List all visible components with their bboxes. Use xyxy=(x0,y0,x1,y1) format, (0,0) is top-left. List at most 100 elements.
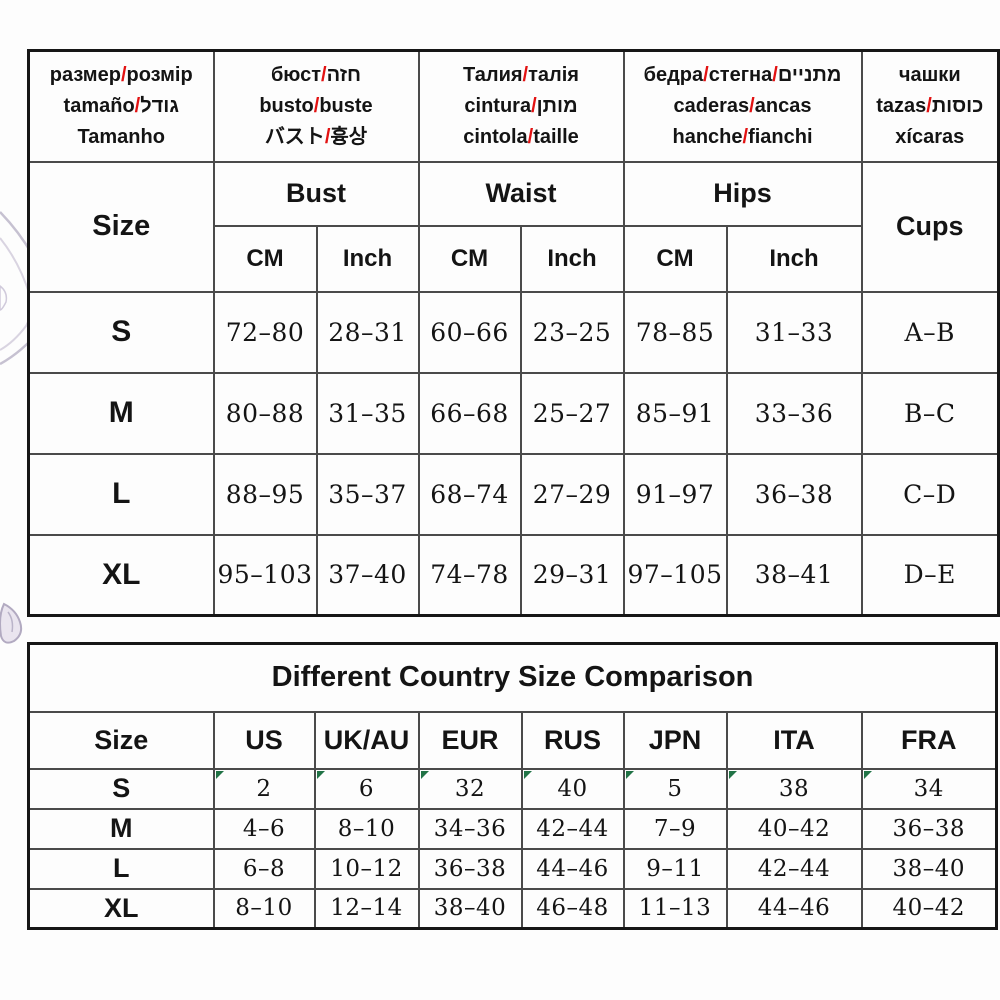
value-cell: 27–29 xyxy=(519,452,625,536)
cups-column-header: Cups xyxy=(860,160,1000,293)
red-slash: / xyxy=(527,125,534,148)
value-cell: 42–44 xyxy=(725,847,863,890)
value-cell: 4–6 xyxy=(212,807,316,850)
value-cell: 11–13 xyxy=(622,887,728,930)
country-table-body: S 2 6 32 40 5 38 34 M 4–6 8–10 34–36 42–44 7–9 40–42 36… xyxy=(27,767,998,930)
value-cell: 25–27 xyxy=(519,371,625,455)
value-cell: 38–40 xyxy=(860,847,998,890)
country-size-table: Different Country Size Comparison Size U… xyxy=(27,642,999,930)
lang-line: Tamanho xyxy=(77,125,165,148)
excel-corner-marker-icon xyxy=(625,770,634,779)
table-row: S 72–80 28–31 60–66 23–25 78–85 31–33 A–B xyxy=(27,290,1000,374)
value-cell: 38–41 xyxy=(725,533,863,617)
lang-line: xícaras xyxy=(895,125,965,148)
table-row: XL 8–10 12–14 38–40 46–48 11–13 44–46 40–42 xyxy=(27,887,998,930)
lang-line: tazas/כוסות xyxy=(876,94,984,117)
value-cell: A–B xyxy=(860,290,1000,374)
size-table-body: S 72–80 28–31 60–66 23–25 78–85 31–33 A–B M 80–88… xyxy=(27,290,1000,617)
size-cell: S xyxy=(27,290,215,374)
excel-corner-marker-icon xyxy=(863,770,872,779)
lang-line: cintola/taille xyxy=(463,125,579,148)
red-slash: / xyxy=(120,63,127,86)
country-table-header: Different Country Size Comparison Size U… xyxy=(27,642,998,770)
value-cell: 31–33 xyxy=(725,290,863,374)
lang-line: hanche/fianchi xyxy=(672,125,813,148)
value-cell: 9–11 xyxy=(622,847,728,890)
value-cell: 28–31 xyxy=(315,290,420,374)
lang-line: бюст/חזה xyxy=(270,63,362,86)
value-cell: 8–10 xyxy=(313,807,420,850)
country-header-jpn: JPN xyxy=(622,710,728,770)
value-cell: 5 xyxy=(622,767,728,810)
value-cell: 36–38 xyxy=(725,452,863,536)
value-cell: 68–74 xyxy=(417,452,522,536)
value-cell: 91–97 xyxy=(622,452,728,536)
size-cell: XL xyxy=(27,887,215,930)
bust-inch-header: Inch xyxy=(315,224,420,293)
lang-header-waist: Талия/талія cintura/מותן cintola/taille xyxy=(417,49,625,163)
value-cell: 60–66 xyxy=(417,290,522,374)
unit-header-row: CM Inch CM Inch CM Inch xyxy=(29,224,999,293)
country-table-title: Different Country Size Comparison xyxy=(27,642,998,713)
waist-inch-header: Inch xyxy=(519,224,625,293)
value-cell: 78–85 xyxy=(622,290,728,374)
value-cell: 33–36 xyxy=(725,371,863,455)
value-cell: 38 xyxy=(725,767,863,810)
size-measurement-table: размер/розмір tamaño/גודל Tamanho бюст/ח… xyxy=(27,49,1000,617)
red-slash: / xyxy=(134,94,141,117)
table-row: XL 95–103 37–40 74–78 29–31 97–105 38–41 D–E xyxy=(27,533,1000,617)
value-cell: 44–46 xyxy=(725,887,863,930)
red-slash: / xyxy=(531,94,537,117)
value-cell: 97–105 xyxy=(622,533,728,617)
table-row: L 6–8 10–12 36–38 44–46 9–11 42–44 38–40 xyxy=(27,847,998,890)
value-cell: 35–37 xyxy=(315,452,420,536)
lang-line: tamaño/גודל xyxy=(63,94,179,117)
value-cell: 37–40 xyxy=(315,533,420,617)
country-header-ukau: UK/AU xyxy=(313,710,420,770)
value-cell: 23–25 xyxy=(519,290,625,374)
red-slash: / xyxy=(926,94,932,117)
value-cell: 32 xyxy=(417,767,523,810)
language-header-row: размер/розмір tamaño/גודל Tamanho бюст/ח… xyxy=(27,49,1000,163)
value-cell: D–E xyxy=(860,533,1000,617)
excel-corner-marker-icon xyxy=(523,770,532,779)
value-cell: 40–42 xyxy=(860,887,998,930)
lang-header-hips: бедра/стегна/מתניים caderas/ancas hanche… xyxy=(622,49,863,163)
value-cell: 6–8 xyxy=(212,847,316,890)
value-cell: B–C xyxy=(860,371,1000,455)
bust-cm-header: CM xyxy=(212,224,318,293)
value-cell: 34–36 xyxy=(417,807,523,850)
size-cell: L xyxy=(27,847,215,890)
size-table-header: размер/розмір tamaño/גודל Tamanho бюст/ח… xyxy=(27,49,1000,293)
value-cell: 40–42 xyxy=(725,807,863,850)
value-cell: 29–31 xyxy=(519,533,625,617)
table-row: M 4–6 8–10 34–36 42–44 7–9 40–42 36–38 xyxy=(27,807,998,850)
red-slash: / xyxy=(522,63,529,86)
value-cell: 12–14 xyxy=(313,887,420,930)
value-cell: C–D xyxy=(860,452,1000,536)
lang-header-size: размер/розмір tamaño/גודל Tamanho xyxy=(27,49,215,163)
excel-corner-marker-icon xyxy=(215,770,224,779)
lang-header-cups: чашки tazas/כוסות xícaras xyxy=(860,49,1000,163)
excel-corner-marker-icon xyxy=(316,770,325,779)
red-slash: / xyxy=(321,63,327,86)
waist-group-header: Waist xyxy=(417,160,625,227)
size-cell: S xyxy=(27,767,215,810)
waist-cm-header: CM xyxy=(417,224,522,293)
value-cell: 66–68 xyxy=(417,371,522,455)
value-cell: 31–35 xyxy=(315,371,420,455)
bust-group-header: Bust xyxy=(212,160,420,227)
table-row: S 2 6 32 40 5 38 34 xyxy=(27,767,998,810)
country-title-row: Different Country Size Comparison xyxy=(27,642,998,713)
table-row: L 88–95 35–37 68–74 27–29 91–97 36–38 C–D xyxy=(27,452,1000,536)
excel-corner-marker-icon xyxy=(420,770,429,779)
country-header-row: Size US UK/AU EUR RUS JPN ITA FRA xyxy=(27,710,998,770)
value-cell: 46–48 xyxy=(520,887,625,930)
table-row: M 80–88 31–35 66–68 25–27 85–91 33–36 B–C xyxy=(27,371,1000,455)
value-cell: 34 xyxy=(860,767,998,810)
lang-header-bust: бюст/חזה busto/buste バスト/흉상 xyxy=(212,49,420,163)
red-slash: / xyxy=(313,94,320,117)
lang-line: busto/buste xyxy=(259,94,373,117)
value-cell: 36–38 xyxy=(417,847,523,890)
